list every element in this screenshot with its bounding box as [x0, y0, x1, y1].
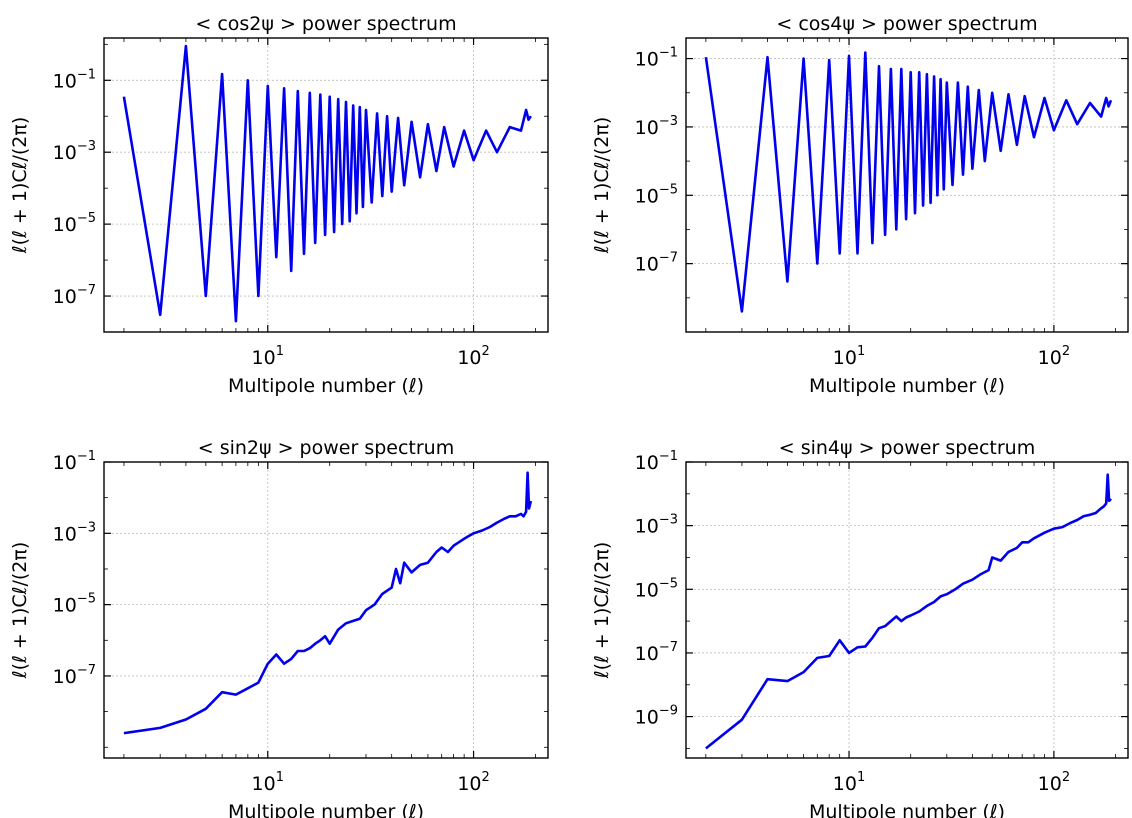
series-line [705, 473, 1112, 750]
x-tick-label: 102 [1038, 344, 1070, 369]
plot-frame [103, 37, 549, 333]
y-tick-label: 10−5 [635, 182, 678, 207]
chart-panel-1: 101 102 10−1 10−3 10−5 10−7 < cos2ψ > power sp… [9, 13, 549, 397]
y-tick-label: 10−1 [53, 67, 96, 92]
x-tick-label: 102 [457, 344, 489, 369]
y-tick-label: 10−3 [635, 114, 678, 139]
y-tick-label: 10−3 [53, 520, 96, 545]
chart-panel-4: 101 102 10−1 10−3 10−5 10−7 10−9 < sin4ψ > powe… [591, 437, 1129, 818]
series-line [704, 51, 1113, 313]
y-tick-label: 10−7 [635, 640, 678, 665]
x-tick-label: 101 [833, 770, 865, 795]
chart-panel-2: 101 102 10−1 10−3 10−5 10−7 < cos4ψ > power sp… [591, 13, 1129, 397]
series-line [123, 471, 533, 735]
plot-frame [685, 461, 1129, 759]
y-tick-label: 10−1 [635, 46, 678, 71]
y-tick-label: 10−5 [53, 592, 96, 617]
x-tick-label: 101 [252, 770, 284, 795]
x-tick-label: 101 [252, 344, 284, 369]
chart-title: < sin2ψ > power spectrum [198, 437, 454, 459]
y-tick-label: 10−5 [53, 211, 96, 236]
y-tick-label: 10−3 [635, 513, 678, 538]
y-tick-label: 10−1 [53, 449, 96, 474]
y-tick-label: 10−7 [53, 283, 96, 308]
y-tick-label: 10−9 [635, 704, 678, 729]
chart-title: < cos2ψ > power spectrum [195, 13, 456, 35]
x-axis-label: Multipole number (ℓ) [809, 801, 1005, 818]
y-axis-label: ℓ(ℓ + 1)Cℓ/(2π) [591, 117, 613, 254]
x-tick-label: 101 [833, 344, 865, 369]
x-axis-label: Multipole number (ℓ) [228, 801, 424, 818]
y-tick-label: 10−3 [53, 139, 96, 164]
x-tick-label: 102 [457, 770, 489, 795]
chart-title: < sin4ψ > power spectrum [779, 437, 1035, 459]
x-tick-label: 102 [1038, 770, 1070, 795]
y-tick-label: 10−7 [53, 663, 96, 688]
chart-panel-3: 101 102 10−1 10−3 10−5 10−7 < sin2ψ > power sp… [9, 437, 549, 818]
y-tick-label: 10−7 [635, 251, 678, 276]
plot-frame [103, 461, 549, 759]
y-tick-label: 10−5 [635, 576, 678, 601]
y-axis-label: ℓ(ℓ + 1)Cℓ/(2π) [9, 542, 31, 679]
series-line [122, 44, 532, 323]
y-axis-label: ℓ(ℓ + 1)Cℓ/(2π) [9, 117, 31, 254]
x-axis-label: Multipole number (ℓ) [809, 375, 1005, 397]
plot-frame [685, 37, 1129, 333]
x-axis-label: Multipole number (ℓ) [228, 375, 424, 397]
y-axis-label: ℓ(ℓ + 1)Cℓ/(2π) [591, 542, 613, 679]
chart-title: < cos4ψ > power spectrum [776, 13, 1037, 35]
y-tick-label: 10−1 [635, 449, 678, 474]
